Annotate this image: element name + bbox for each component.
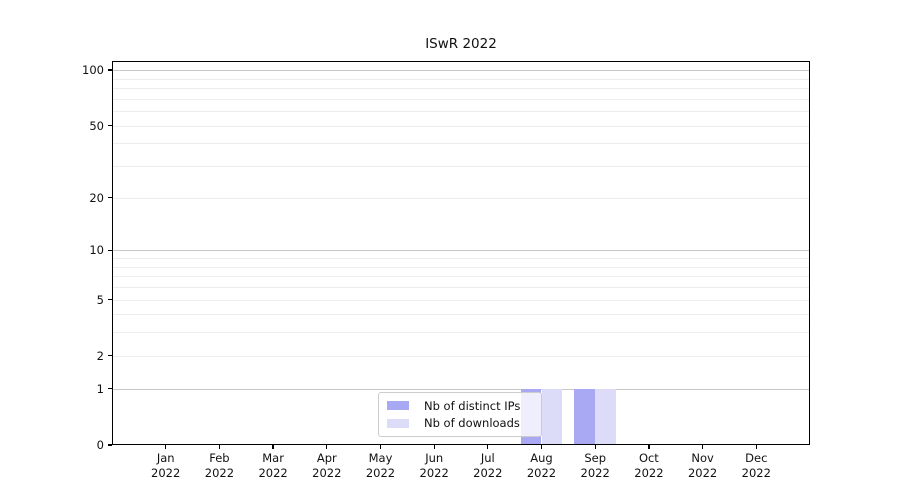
x-tick-mar-2022 xyxy=(272,445,274,449)
y-tick-5 xyxy=(108,298,112,301)
gridline-minor-5 xyxy=(113,299,809,301)
legend-label-downloads: Nb of downloads xyxy=(424,416,520,431)
x-tick-nov-2022 xyxy=(701,445,704,449)
bar-nb-of-distinct-ips-sep-2022 xyxy=(574,388,596,444)
x-tick-label-aug-2022: Aug 2022 xyxy=(526,451,557,480)
y-tick-100 xyxy=(108,69,112,71)
gridline-minor-20 xyxy=(113,197,809,199)
plot-border xyxy=(112,61,810,445)
gridline-major-10 xyxy=(113,250,809,252)
gridline-minor-70 xyxy=(113,98,809,100)
gridline-minor-6 xyxy=(113,286,809,288)
legend-item-downloads: Nb of downloads xyxy=(387,416,533,430)
chart-title: ISwR 2022 xyxy=(425,36,497,52)
gridline-minor-4 xyxy=(113,314,809,316)
x-tick-label-nov-2022: Nov 2022 xyxy=(687,451,718,480)
gridline-minor-60 xyxy=(113,111,809,113)
gridline-minor-50 xyxy=(113,125,809,127)
x-tick-jul-2022 xyxy=(487,445,489,449)
legend-swatch-downloads-icon xyxy=(387,418,409,428)
y-tick-10 xyxy=(108,249,112,251)
y-tick-1 xyxy=(108,388,112,390)
x-tick-label-mar-2022: Mar 2022 xyxy=(258,451,288,480)
x-tick-label-oct-2022: Oct 2022 xyxy=(634,451,664,480)
bar-nb-of-downloads-aug-2022 xyxy=(541,388,563,444)
gridline-major-100 xyxy=(113,70,809,72)
x-tick-label-jun-2022: Jun 2022 xyxy=(419,451,449,480)
gridline-minor-90 xyxy=(113,78,809,80)
y-tick-50 xyxy=(108,124,112,127)
y-tick-2 xyxy=(108,355,112,357)
y-tick-label-5: 5 xyxy=(96,292,104,307)
y-tick-label-2: 2 xyxy=(96,348,104,363)
y-tick-label-0: 0 xyxy=(96,438,104,452)
gridline-minor-9 xyxy=(113,258,809,259)
x-tick-label-may-2022: May 2022 xyxy=(365,451,396,480)
y-tick-20 xyxy=(108,197,112,199)
gridline-minor-80 xyxy=(113,88,809,89)
gridline-minor-30 xyxy=(113,166,809,168)
x-tick-may-2022 xyxy=(379,445,382,449)
x-tick-label-jan-2022: Jan 2022 xyxy=(151,451,181,480)
legend-swatch-distinct-ips-icon xyxy=(387,401,409,411)
y-tick-label-20: 20 xyxy=(89,190,104,205)
x-tick-label-apr-2022: Apr 2022 xyxy=(312,451,342,480)
x-tick-jun-2022 xyxy=(433,445,435,449)
gridline-minor-7 xyxy=(113,276,809,278)
legend-item-distinct-ips: Nb of distinct IPs xyxy=(387,399,533,413)
bar-nb-of-downloads-sep-2022 xyxy=(595,388,617,444)
gridline-minor-2 xyxy=(113,355,809,357)
x-tick-label-feb-2022: Feb 2022 xyxy=(204,451,235,480)
legend-label-distinct-ips: Nb of distinct IPs xyxy=(424,398,521,413)
x-tick-aug-2022 xyxy=(540,445,543,449)
legend: Nb of distinct IPs Nb of downloads xyxy=(378,392,542,437)
gridline-minor-40 xyxy=(113,143,809,145)
x-tick-apr-2022 xyxy=(326,445,328,449)
x-tick-label-dec-2022: Dec 2022 xyxy=(741,451,771,480)
x-tick-dec-2022 xyxy=(755,445,757,449)
gridline-major-1 xyxy=(113,388,809,390)
x-tick-jan-2022 xyxy=(165,445,167,449)
x-tick-label-sep-2022: Sep 2022 xyxy=(580,451,610,480)
y-tick-0 xyxy=(108,444,112,446)
y-tick-label-100: 100 xyxy=(82,63,104,78)
y-tick-label-1: 1 xyxy=(96,381,104,396)
y-tick-label-10: 10 xyxy=(89,243,104,258)
x-tick-feb-2022 xyxy=(218,445,221,449)
x-tick-label-jul-2022: Jul 2022 xyxy=(473,451,503,480)
gridline-minor-3 xyxy=(113,332,809,334)
x-tick-sep-2022 xyxy=(594,445,596,449)
y-tick-label-50: 50 xyxy=(89,118,104,133)
x-tick-oct-2022 xyxy=(648,445,650,449)
gridline-minor-8 xyxy=(113,266,809,268)
